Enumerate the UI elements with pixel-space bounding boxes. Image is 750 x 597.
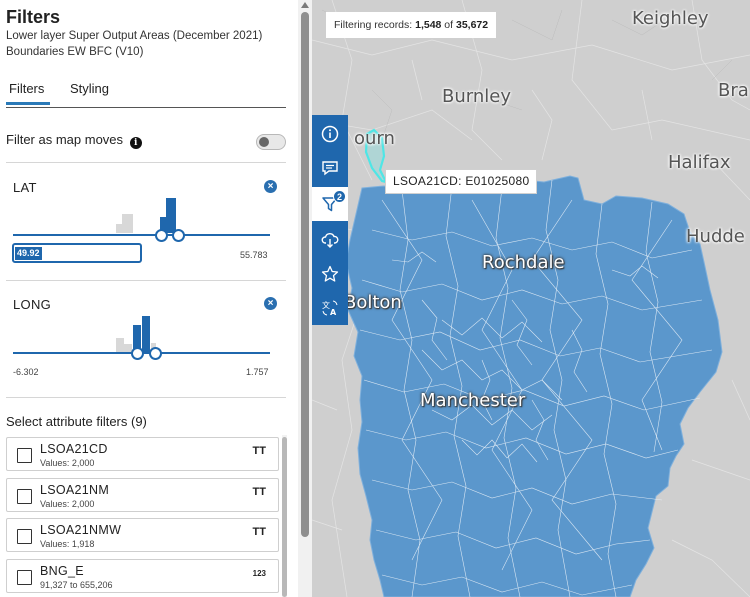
panel-title: Filters <box>6 7 61 27</box>
svg-text:文: 文 <box>322 300 330 310</box>
map-toolbar: 2 文 A <box>312 115 348 325</box>
panel-scrollbar[interactable] <box>298 0 312 597</box>
filter-count: 1,548 <box>415 19 442 31</box>
star-icon <box>321 265 339 282</box>
lat-remove-icon[interactable]: × <box>264 180 277 193</box>
attribute-name: LSOA21NMW <box>40 523 122 537</box>
attribute-filter-lsoa21cd[interactable]: LSOA21CD Values: 2,000 TT <box>6 437 279 471</box>
checkbox[interactable] <box>17 448 32 463</box>
filter-total: 35,672 <box>455 19 489 31</box>
translate-icon: 文 A <box>322 300 338 317</box>
place-label-halifax: Halifax <box>668 152 731 173</box>
checkbox[interactable] <box>17 570 32 585</box>
lat-min-input[interactable]: 49.92 <box>12 243 142 263</box>
toggle-knob <box>259 137 269 147</box>
filters-panel: Filters Lower layer Super Output Areas (… <box>0 0 298 597</box>
translate-tool[interactable]: 文 A <box>312 291 348 325</box>
checkbox[interactable] <box>17 489 32 504</box>
long-filter-label: LONG <box>13 297 52 312</box>
feature-tooltip: LSOA21CD: E01025080 <box>385 169 538 194</box>
scroll-up-arrow-icon[interactable] <box>301 2 309 8</box>
divider <box>6 397 286 398</box>
long-remove-icon[interactable]: × <box>264 297 277 310</box>
histogram-bar <box>133 325 141 352</box>
filtered-region <box>345 175 723 597</box>
attribute-values-count: Values: 2,000 <box>40 499 95 509</box>
lat-max-handle[interactable] <box>172 229 185 242</box>
long-max-value: 1.757 <box>246 367 269 377</box>
attribute-name: LSOA21NM <box>40 483 110 497</box>
attribute-name: BNG_E <box>40 564 84 578</box>
lat-min-handle[interactable] <box>155 229 168 242</box>
attribute-filter-lsoa21nm[interactable]: LSOA21NM Values: 2,000 TT <box>6 478 279 512</box>
svg-text:A: A <box>330 308 337 317</box>
number-type-icon: 123 <box>252 569 266 578</box>
place-label-rochdale: Rochdale <box>482 252 565 273</box>
tab-filters[interactable]: Filters <box>5 81 51 105</box>
map-view[interactable]: Filtering records: 1,548 of 35,672 Keigh… <box>312 0 750 597</box>
histogram-bar <box>160 217 166 233</box>
info-icon <box>321 125 339 143</box>
attribute-filter-lsoa21nmw[interactable]: LSOA21NMW Values: 1,918 TT <box>6 518 279 552</box>
text-type-icon: TT <box>252 486 266 498</box>
attribute-name: LSOA21CD <box>40 442 108 456</box>
place-label-keighley: Keighley <box>632 8 709 29</box>
histogram-bar <box>116 338 124 352</box>
layer-name: Lower layer Super Output Areas (December… <box>6 30 263 58</box>
place-label-bradford: Bra <box>718 80 749 101</box>
favorite-tool[interactable] <box>312 257 348 291</box>
filter-count-badge: 2 <box>333 190 346 203</box>
download-tool[interactable] <box>312 223 348 257</box>
lat-min-value: 49.92 <box>15 247 42 260</box>
text-type-icon: TT <box>252 526 266 538</box>
filter-tool[interactable]: 2 <box>312 187 348 221</box>
download-cloud-icon <box>321 233 339 248</box>
attribute-filter-bng-e[interactable]: BNG_E 91,327 to 655,206 123 <box>6 559 279 593</box>
highlighted-lsoa <box>364 128 389 184</box>
filter-as-map-moves: Filter as map moves i <box>6 132 142 149</box>
lat-slider-track[interactable] <box>13 234 270 236</box>
comment-tool[interactable] <box>312 151 348 185</box>
panel-tabs: Filters Styling <box>5 80 286 108</box>
divider <box>6 280 286 281</box>
info-icon[interactable]: i <box>129 137 142 149</box>
attribute-range: 91,327 to 655,206 <box>40 580 113 590</box>
place-label-huddersfield: Hudde <box>686 226 745 247</box>
histogram-bar <box>116 224 122 233</box>
long-max-handle[interactable] <box>149 347 162 360</box>
place-label-manchester: Manchester <box>420 390 526 411</box>
attribute-filters-heading: Select attribute filters (9) <box>6 414 147 429</box>
filter-status-prefix: Filtering records: <box>334 19 416 31</box>
attribute-list-scrollbar-thumb[interactable] <box>282 437 287 597</box>
lat-filter-label: LAT <box>13 180 37 195</box>
place-label-bolton: Bolton <box>344 292 402 313</box>
place-label-burnley: Burnley <box>442 86 511 107</box>
place-label-blackburn: ourn <box>354 128 395 149</box>
filter-of: of <box>441 19 456 31</box>
histogram-bar <box>124 344 132 352</box>
attribute-list-scrollbar[interactable] <box>282 435 287 597</box>
info-tool[interactable] <box>312 117 348 151</box>
lsoa-boundaries <box>359 179 713 597</box>
tab-styling[interactable]: Styling <box>70 81 110 96</box>
histogram-bar <box>142 316 150 352</box>
text-type-icon: TT <box>252 445 266 457</box>
filter-as-map-moves-label: Filter as map moves <box>6 132 124 147</box>
histogram-bar <box>166 198 176 233</box>
lat-max-value: 55.783 <box>240 250 268 260</box>
filter-status-box: Filtering records: 1,548 of 35,672 <box>326 12 497 38</box>
long-min-value: -6.302 <box>13 367 39 377</box>
checkbox[interactable] <box>17 529 32 544</box>
comment-icon <box>322 161 338 176</box>
long-min-handle[interactable] <box>131 347 144 360</box>
basemap <box>312 0 750 597</box>
attribute-values-count: Values: 1,918 <box>40 539 95 549</box>
attribute-values-count: Values: 2,000 <box>40 458 95 468</box>
histogram-bar <box>122 214 133 233</box>
panel-scrollbar-thumb[interactable] <box>301 12 309 537</box>
divider <box>6 162 286 163</box>
filter-as-map-moves-toggle[interactable] <box>256 134 286 150</box>
